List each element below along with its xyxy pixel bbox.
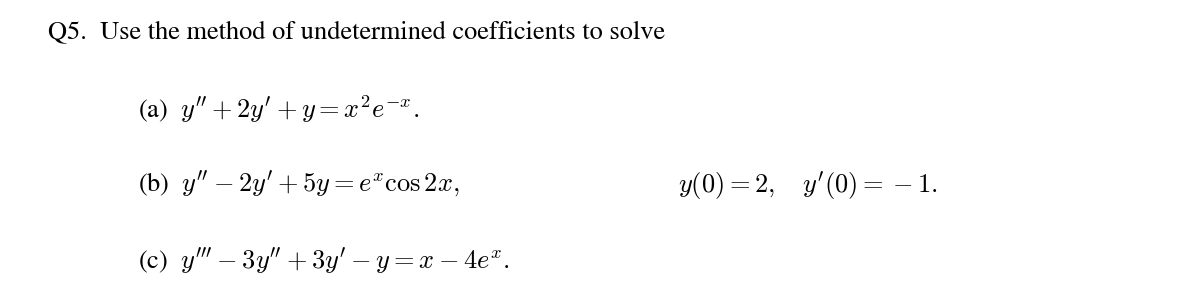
- Text: $y(0) = 2, \quad y'(0) = -1.$: $y(0) = 2, \quad y'(0) = -1.$: [678, 169, 937, 202]
- Text: (b)  $y'' - 2y' + 5y = e^{x} \cos 2x,$: (b) $y'' - 2y' + 5y = e^{x} \cos 2x,$: [138, 169, 460, 199]
- Text: (c)  $y''' - 3y'' + 3y' - y = x - 4e^{x}.$: (c) $y''' - 3y'' + 3y' - y = x - 4e^{x}.…: [138, 245, 510, 276]
- Text: Q5.  Use the method of undetermined coefficients to solve: Q5. Use the method of undetermined coeff…: [48, 20, 665, 44]
- Text: (a)  $y'' + 2y' + y = x^2 e^{-x}.$: (a) $y'' + 2y' + y = x^2 e^{-x}.$: [138, 93, 419, 125]
